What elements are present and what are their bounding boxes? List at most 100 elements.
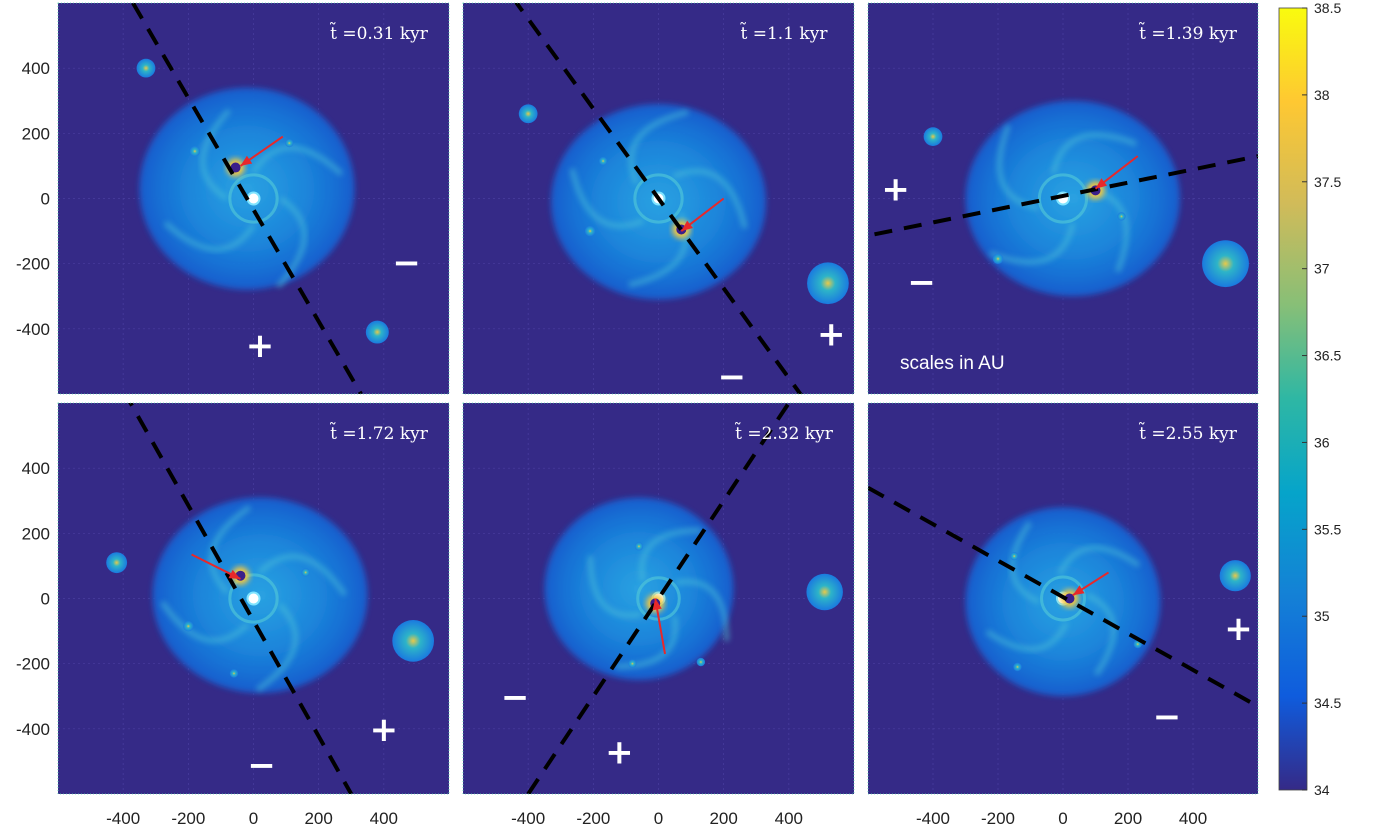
panel-frame	[462, 402, 855, 795]
sign-label: +	[817, 315, 846, 355]
y-tick-label: -200	[16, 655, 50, 674]
colorbar	[1278, 7, 1308, 791]
arrow-head	[681, 220, 693, 232]
x-tick-label: 200	[304, 809, 332, 828]
spiral-arm	[989, 222, 1076, 265]
colorbar-tick-label: 35.5	[1314, 521, 1341, 537]
arrow-head	[240, 155, 253, 166]
sign-label: −	[247, 746, 276, 786]
arrow-head	[1072, 585, 1085, 596]
panel-title: t̃ =1.39 kyr	[1138, 22, 1238, 44]
sign-label: −	[718, 357, 747, 397]
x-tick-label: -200	[576, 809, 610, 828]
sign-label: −	[1153, 697, 1182, 737]
clump-core	[1064, 593, 1075, 604]
y-tick-label: 0	[41, 190, 50, 209]
fragment-clump	[1219, 560, 1251, 592]
y-tick-label: 200	[22, 524, 50, 543]
x-tick-label: -400	[916, 809, 950, 828]
fragment-clump	[183, 620, 194, 632]
density-map: +−	[463, 3, 854, 397]
y-tick-label: 200	[22, 124, 50, 143]
inner-ring	[228, 173, 279, 224]
fragment-clump	[807, 262, 849, 305]
inner-ring	[633, 173, 684, 224]
fragment-clump	[1202, 240, 1249, 288]
x-tick-label: -200	[171, 809, 205, 828]
gas-disk	[139, 87, 355, 290]
clump-core	[230, 162, 241, 173]
fragment-clump	[229, 669, 239, 678]
x-tick-label: 400	[1179, 809, 1207, 828]
colorbar-tick-label: 38.5	[1314, 0, 1341, 16]
fragment-clump	[301, 568, 310, 577]
panel-title: t̃ =1.1 kyr	[739, 22, 828, 44]
colorbar-tick-label: 34.5	[1314, 695, 1341, 711]
spiral-arm	[160, 600, 250, 643]
spiral-arm	[257, 554, 347, 597]
panel-frame	[867, 402, 1259, 795]
density-map: +−	[868, 403, 1258, 794]
fragment-clump	[1117, 212, 1126, 221]
fragment-clump	[806, 573, 843, 611]
y-tick-label: -400	[16, 320, 50, 339]
colorbar-tick-label: 36	[1314, 434, 1330, 450]
panel-frame	[867, 2, 1259, 395]
x-tick-label: 200	[1114, 809, 1142, 828]
sign-label: −	[501, 677, 530, 717]
spiral-arm	[587, 555, 642, 618]
fragment-clump	[189, 146, 201, 157]
colorbar-tick-label: 38	[1314, 87, 1330, 103]
colorbar-tick-label: 37	[1314, 261, 1330, 277]
fragment-clump	[518, 104, 538, 124]
x-tick-label: 0	[1058, 809, 1067, 828]
density-map: +−	[868, 3, 1258, 394]
spiral-arm	[200, 108, 231, 201]
inner-ring	[228, 573, 279, 624]
dashed-separation-line	[128, 403, 353, 794]
sign-label: −	[392, 243, 421, 283]
fragment-clump	[285, 138, 294, 148]
panel-frame	[57, 402, 450, 795]
density-map: −+	[58, 3, 449, 394]
fragment-clump	[634, 542, 644, 551]
arrow-head	[652, 598, 662, 611]
dashed-separation-line	[131, 3, 363, 394]
spiral-arm	[675, 579, 730, 642]
x-tick-label: 400	[370, 809, 398, 828]
fragment-clump	[392, 620, 435, 662]
sign-label: +	[370, 710, 399, 750]
central-star	[246, 591, 261, 606]
sign-label: +	[246, 326, 275, 366]
colorbar-tick-label: 35	[1314, 608, 1330, 624]
inner-ring	[1040, 575, 1086, 622]
colorbar-tick-label: 36.5	[1314, 348, 1341, 364]
y-tick-label: -400	[16, 720, 50, 739]
y-tick-label: -200	[16, 255, 50, 274]
spiral-arm	[628, 109, 689, 185]
panel-title: t̃ =2.55 kyr	[1138, 422, 1238, 444]
arrow-head	[228, 569, 241, 579]
central-star	[246, 191, 261, 206]
panel-title: t̃ =2.32 kyr	[734, 422, 834, 444]
fragment-clump	[923, 127, 943, 146]
x-tick-label: -400	[511, 809, 545, 828]
fragment-clump	[136, 58, 156, 78]
spiral-arm	[1057, 545, 1141, 576]
x-tick-label: 200	[709, 809, 737, 828]
panel-6: +−t̃ =2.55 kyr-400 -200 0 200 400	[867, 402, 1259, 828]
spiral-arm	[569, 168, 645, 229]
spiral-arm	[985, 621, 1069, 652]
dashed-separation-line	[514, 3, 803, 394]
x-tick-label: 0	[249, 809, 258, 828]
fragment-clump	[584, 225, 596, 237]
arrow-head	[1095, 178, 1108, 189]
density-map: +−	[58, 403, 449, 794]
fragment-clump	[696, 657, 706, 667]
spiral-arm	[639, 527, 702, 582]
panel-2: +−t̃ =1.1 kyr	[462, 2, 855, 397]
